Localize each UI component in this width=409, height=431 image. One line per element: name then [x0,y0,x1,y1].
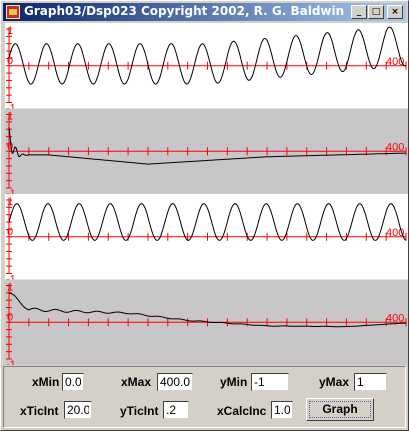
y-tick-label-bottom: -1 [6,359,16,365]
series-line [8,292,407,328]
y-tick-label-zero: 0 [7,226,13,238]
y-tick-label-zero: 0 [7,311,13,323]
x-tick-label-end: 400 [386,227,404,239]
ymax-field[interactable] [354,373,387,391]
plot-panel-4: 1 0 -1 400 [5,279,408,365]
x-tick-label-end: 400 [386,56,404,68]
y-tick-label-top: 1 [7,25,13,37]
yticint-label: yTicInt [120,404,159,418]
xticint-field[interactable] [64,401,92,419]
y-tick-label-top: 1 [7,111,13,123]
xcalcinc-field[interactable] [271,401,293,419]
xcalcinc-label: xCalcInc [217,404,267,418]
ymin-label: yMin [220,375,248,389]
series-line [8,26,407,85]
window-title: Graph03/Dsp023 Copyright 2002, R. G. Bal… [24,4,345,18]
xmax-label: xMax [121,375,152,389]
y-tick-label-zero: 0 [7,140,13,152]
xmax-field[interactable] [157,373,193,391]
y-tick-label-top: 1 [7,282,13,294]
xmin-label: xMin [32,375,60,389]
x-tick-label-end: 400 [386,141,404,153]
y-tick-label-top: 1 [7,196,13,208]
ymin-field[interactable] [251,373,289,391]
minimize-button[interactable]: _ [351,5,367,19]
graph-button[interactable]: Graph [306,398,374,421]
control-panel: xMin xMax yMin yMax xTicInt yTicInt xCal… [3,366,406,428]
xticint-label: xTicInt [20,404,59,418]
maximize-button[interactable]: □ [368,5,384,19]
ymax-label: yMax [319,375,350,389]
x-tick-label-end: 400 [386,312,404,324]
yticint-field[interactable] [163,401,189,419]
xmin-field[interactable] [62,373,84,391]
y-tick-label-zero: 0 [7,55,13,67]
java-app-icon[interactable] [6,5,20,19]
close-button[interactable]: × [387,5,403,19]
series-line [8,127,406,165]
title-bar[interactable]: Graph03/Dsp023 Copyright 2002, R. G. Bal… [3,3,406,21]
series-line [8,203,407,241]
